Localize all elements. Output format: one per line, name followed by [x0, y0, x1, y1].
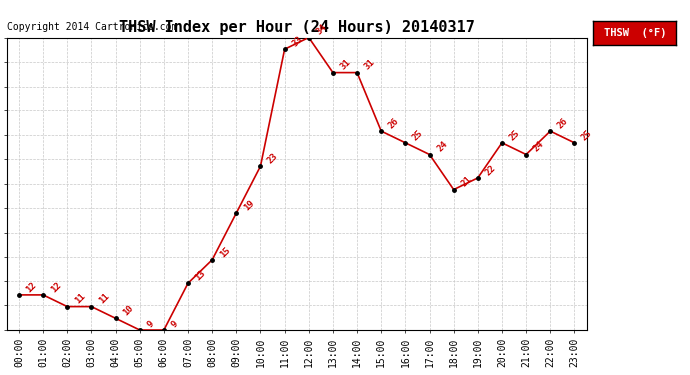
Text: 13: 13: [194, 268, 208, 282]
Text: 11: 11: [73, 292, 87, 306]
Title: THSW Index per Hour (24 Hours) 20140317: THSW Index per Hour (24 Hours) 20140317: [119, 20, 475, 35]
Text: 12: 12: [25, 280, 39, 294]
Text: 23: 23: [266, 152, 280, 165]
Text: 25: 25: [580, 128, 594, 142]
Text: 33: 33: [290, 34, 304, 48]
Text: Copyright 2014 Cartronics.com: Copyright 2014 Cartronics.com: [7, 22, 177, 32]
Text: 24: 24: [532, 140, 546, 154]
Text: 19: 19: [242, 198, 256, 212]
Text: 21: 21: [460, 175, 473, 189]
Text: 34: 34: [315, 23, 328, 37]
Text: 12: 12: [49, 280, 63, 294]
Text: 10: 10: [121, 303, 135, 318]
Text: THSW  (°F): THSW (°F): [604, 28, 666, 38]
Text: 9: 9: [170, 319, 179, 329]
Text: 25: 25: [411, 128, 425, 142]
Text: 22: 22: [484, 163, 497, 177]
Text: 31: 31: [339, 58, 353, 72]
Text: 25: 25: [508, 128, 522, 142]
Text: 15: 15: [218, 245, 232, 259]
Text: 26: 26: [387, 116, 401, 130]
Text: 9: 9: [146, 319, 155, 329]
Text: 24: 24: [435, 140, 449, 154]
Text: 26: 26: [556, 116, 570, 130]
Text: 31: 31: [363, 58, 377, 72]
Text: 11: 11: [97, 292, 111, 306]
